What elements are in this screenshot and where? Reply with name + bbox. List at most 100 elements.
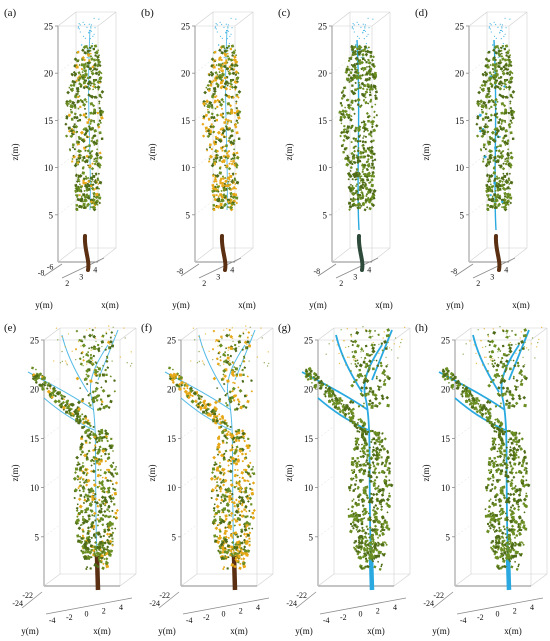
branch-5 bbox=[61, 334, 89, 393]
panel-h: (h) 5 10 15 20 25 z(m) -22-24 -4 -2 0 2 4 y(m) x(m) bbox=[415, 322, 548, 636]
trunk bbox=[356, 234, 365, 272]
x-tick-label: 0 bbox=[359, 610, 363, 619]
z-tick-label: 10 bbox=[167, 483, 177, 493]
z-tick-label: 15 bbox=[455, 116, 465, 126]
x-tick-label: 2 bbox=[513, 606, 517, 615]
axes-box: 5 10 15 20 25 z(m) -8 2 3 4 y(m) x(m) bbox=[284, 11, 393, 310]
tree-point-cloud bbox=[438, 326, 543, 591]
z-tick-label: 5 bbox=[186, 210, 191, 220]
x-tick-label: 3 bbox=[353, 272, 357, 281]
branch-3 bbox=[43, 397, 95, 431]
z-tick-label: 20 bbox=[44, 69, 54, 79]
panel-e: (e) 5 10 15 20 25 z(m) -22-24 -4 -2 0 2 4 y(m) x(m) bbox=[4, 322, 137, 636]
axes-box: 5 10 15 20 25 z(m) -8 2 3 4 y(m) x(m) bbox=[147, 11, 256, 310]
x-tick-label: 3 bbox=[216, 272, 220, 281]
x-tick-label: -4 bbox=[460, 616, 467, 625]
z-tick-label: 25 bbox=[181, 22, 191, 32]
z-tick-label: 25 bbox=[318, 22, 328, 32]
x-tick-label: 4 bbox=[119, 603, 123, 612]
y-tick-label: -24 bbox=[12, 599, 23, 608]
y-axis-label: y(m) bbox=[158, 626, 176, 636]
branch-0 bbox=[228, 399, 235, 557]
y-axis-label: y(m) bbox=[295, 626, 313, 636]
y-axis-label: y(m) bbox=[21, 626, 39, 636]
z-axis-label: z(m) bbox=[284, 144, 294, 161]
z-axis-label: z(m) bbox=[147, 144, 157, 161]
y-tick-label: -22 bbox=[433, 591, 444, 600]
z-tick-label: 25 bbox=[304, 336, 314, 346]
tree-point-cloud bbox=[338, 17, 379, 272]
z-tick-label: 5 bbox=[446, 532, 451, 542]
branch-4 bbox=[371, 329, 393, 381]
y-tick-label: -24 bbox=[286, 599, 297, 608]
x-tick-label: -2 bbox=[203, 613, 210, 622]
x-tick-label: 4 bbox=[256, 603, 260, 612]
panel-d: (d) 5 10 15 20 25 z(m) -8 2 3 4 y(m) x(m) bbox=[415, 7, 530, 310]
z-tick-label: 5 bbox=[323, 210, 328, 220]
y-tick-label: -8 bbox=[451, 267, 458, 276]
x-tick-label: 4 bbox=[530, 603, 534, 612]
z-axis-label: z(m) bbox=[421, 144, 431, 161]
tree-point-cloud bbox=[301, 326, 406, 591]
x-axis-label: x(m) bbox=[504, 626, 522, 636]
panel-label: (d) bbox=[415, 7, 428, 19]
z-axis-label: z(m) bbox=[147, 465, 157, 482]
z-tick-label: 20 bbox=[304, 385, 314, 395]
z-tick-label: 20 bbox=[181, 69, 191, 79]
x-tick-label: -2 bbox=[66, 613, 73, 622]
x-tick-label: -4 bbox=[186, 616, 193, 625]
trunk bbox=[94, 555, 101, 591]
axes-box: 5 10 15 20 25 z(m) -6-8 2 3 4 y(m) x(m) bbox=[10, 11, 119, 310]
x-axis-label: x(m) bbox=[101, 300, 119, 310]
panel-label: (g) bbox=[278, 322, 291, 334]
branch-4 bbox=[234, 329, 256, 381]
z-tick-label: 10 bbox=[30, 483, 40, 493]
trunk bbox=[219, 234, 228, 272]
y-tick-label: -22 bbox=[22, 591, 33, 600]
x-tick-label: -2 bbox=[477, 613, 484, 622]
panel-g: (g) 5 10 15 20 25 z(m) -22-24 -4 -2 0 2 4 y(m) x(m) bbox=[278, 322, 411, 636]
x-axis-label: x(m) bbox=[512, 300, 530, 310]
y-axis-label: y(m) bbox=[432, 626, 450, 636]
x-tick-label: 0 bbox=[85, 610, 89, 619]
z-tick-label: 20 bbox=[30, 385, 40, 395]
y-tick-label: -8 bbox=[38, 268, 45, 277]
y-axis-label: y(m) bbox=[35, 300, 53, 310]
x-tick-label: 4 bbox=[93, 266, 97, 275]
panel-b: (b) 5 10 15 20 25 z(m) -8 2 3 4 y(m) x(m) bbox=[141, 7, 256, 310]
panel-label: (f) bbox=[141, 322, 152, 334]
y-tick-label: -6 bbox=[47, 262, 54, 271]
y-tick-label: -24 bbox=[423, 599, 434, 608]
panel-label: (a) bbox=[4, 7, 17, 19]
z-tick-label: 5 bbox=[49, 210, 54, 220]
branch-3 bbox=[180, 397, 232, 431]
x-tick-label: 2 bbox=[239, 606, 243, 615]
z-axis-label: z(m) bbox=[421, 465, 431, 482]
z-tick-label: 25 bbox=[441, 336, 451, 346]
tree-point-cloud bbox=[201, 17, 242, 272]
x-tick-label: 4 bbox=[393, 603, 397, 612]
y-tick-label: -24 bbox=[149, 599, 160, 608]
x-tick-label: 2 bbox=[202, 279, 206, 288]
x-tick-label: 4 bbox=[230, 266, 234, 275]
panel-a: (a) 5 10 15 20 25 z(m) -6-8 2 3 4 y(m) x(m) bbox=[4, 7, 119, 310]
z-tick-label: 10 bbox=[455, 163, 465, 173]
z-tick-label: 20 bbox=[318, 69, 328, 79]
axes-box: 5 10 15 20 25 z(m) -22-24 -4 -2 0 2 4 y(m) x(m) bbox=[421, 327, 548, 636]
y-axis-label: y(m) bbox=[446, 300, 464, 310]
woody-skeleton bbox=[356, 39, 360, 231]
z-tick-label: 10 bbox=[181, 163, 191, 173]
y-axis-label: y(m) bbox=[172, 300, 190, 310]
branch-3 bbox=[317, 397, 369, 431]
x-axis-label: x(m) bbox=[238, 300, 256, 310]
z-tick-label: 10 bbox=[304, 483, 314, 493]
trunk bbox=[505, 555, 512, 591]
branch-0 bbox=[502, 399, 509, 557]
y-tick-label: -22 bbox=[159, 591, 170, 600]
z-tick-label: 25 bbox=[30, 336, 40, 346]
z-tick-label: 5 bbox=[35, 532, 40, 542]
branch-5 bbox=[198, 334, 226, 393]
z-tick-label: 20 bbox=[455, 69, 465, 79]
x-tick-label: -2 bbox=[340, 613, 347, 622]
z-axis-label: z(m) bbox=[284, 465, 294, 482]
